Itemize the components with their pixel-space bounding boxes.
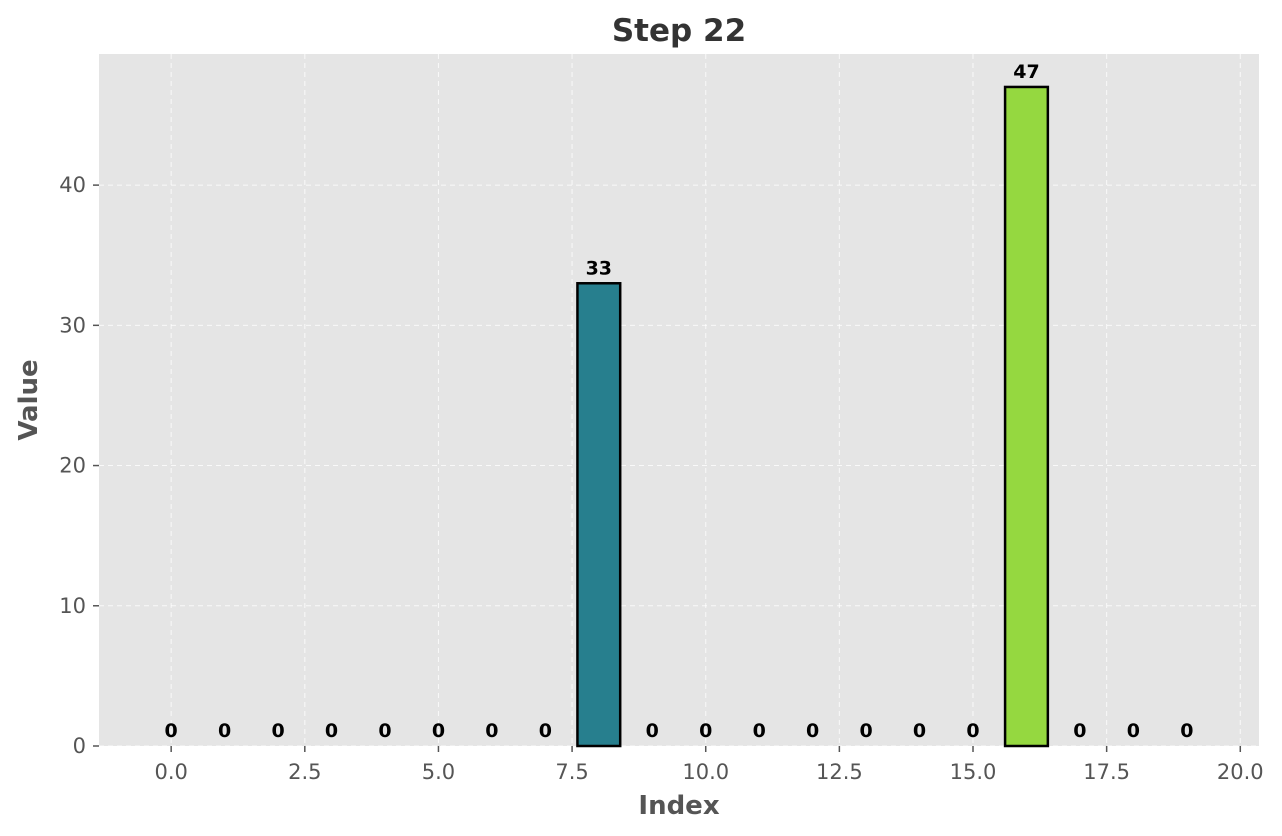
bar-label-6: 0 [485, 720, 498, 742]
x-tick-label: 7.5 [555, 760, 588, 784]
bar-label-1: 0 [218, 720, 231, 742]
y-tick-label: 40 [59, 173, 86, 197]
x-tick-label: 5.0 [422, 760, 455, 784]
y-tick-label: 20 [59, 454, 86, 478]
bar-label-12: 0 [806, 720, 819, 742]
bar-label-8: 33 [586, 257, 612, 279]
plot-area [99, 54, 1259, 746]
x-axis-ticks: 0.0 2.5 5.0 7.5 10.0 12.5 15.0 17.5 20.0 [154, 746, 1264, 784]
bar-label-16: 47 [1013, 61, 1039, 83]
bar-label-3: 0 [325, 720, 338, 742]
x-tick-label: 2.5 [288, 760, 321, 784]
bar-label-7: 0 [539, 720, 552, 742]
bar-label-2: 0 [271, 720, 284, 742]
bar-16 [1003, 85, 1050, 748]
chart-title: Step 22 [612, 13, 746, 49]
bar-label-15: 0 [966, 720, 979, 742]
y-tick-label: 10 [59, 594, 86, 618]
bar-label-5: 0 [432, 720, 445, 742]
y-axis-ticks: 0 10 20 30 40 [59, 173, 99, 758]
bars [576, 85, 1050, 748]
x-axis-label: Index [638, 791, 719, 821]
bar-label-13: 0 [859, 720, 872, 742]
bar-value-labels: 0 0 0 0 0 0 0 0 33 0 0 0 0 0 0 0 47 0 0 0 [165, 61, 1194, 742]
bar-label-9: 0 [646, 720, 659, 742]
bar-label-18: 0 [1127, 720, 1140, 742]
bar-label-17: 0 [1073, 720, 1086, 742]
bar-label-19: 0 [1180, 720, 1193, 742]
x-tick-label: 0.0 [154, 760, 187, 784]
bar-label-4: 0 [378, 720, 391, 742]
y-tick-label: 30 [59, 313, 86, 337]
x-tick-label: 17.5 [1083, 760, 1130, 784]
bar-label-0: 0 [165, 720, 178, 742]
y-axis-label: Value [14, 359, 44, 440]
x-tick-label: 20.0 [1217, 760, 1264, 784]
bar-label-14: 0 [913, 720, 926, 742]
bar-8 [576, 282, 622, 748]
x-tick-label: 10.0 [682, 760, 729, 784]
x-tick-label: 12.5 [816, 760, 863, 784]
y-tick-label: 0 [73, 734, 86, 758]
x-tick-label: 15.0 [950, 760, 997, 784]
grid-lines [99, 54, 1259, 747]
bar-label-10: 0 [699, 720, 712, 742]
bar-label-11: 0 [753, 720, 766, 742]
